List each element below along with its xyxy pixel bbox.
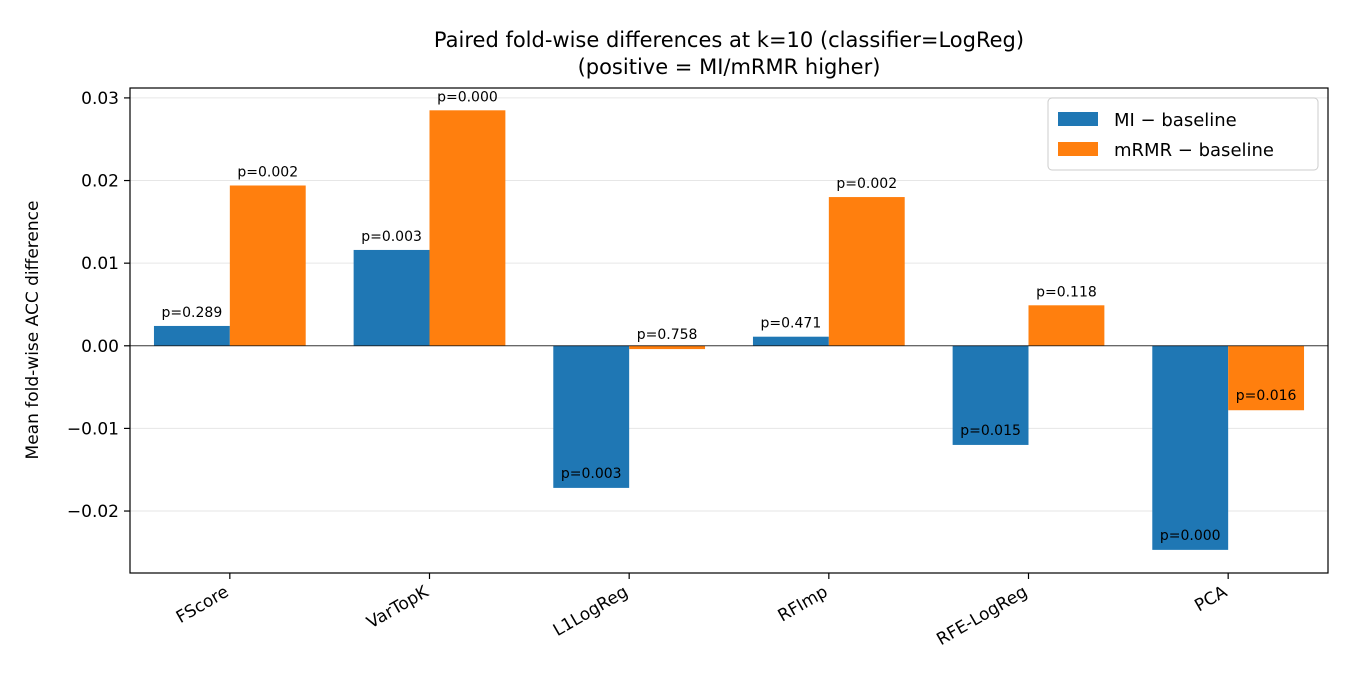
bar — [1228, 345, 1305, 411]
bar — [1028, 305, 1105, 346]
y-tick-label: −0.02 — [67, 502, 119, 522]
y-tick-label: 0.02 — [81, 172, 119, 192]
bar — [752, 336, 829, 346]
y-tick-label: −0.01 — [67, 419, 119, 439]
x-tick-label: VarTopK — [363, 582, 432, 634]
p-value-label: p=0.002 — [237, 164, 298, 180]
p-value-label: p=0.471 — [761, 316, 822, 332]
bar — [828, 197, 905, 346]
bar — [952, 345, 1029, 445]
y-tick-label: 0.00 — [81, 337, 119, 357]
bar — [429, 110, 506, 346]
y-axis-label: Mean fold-wise ACC difference — [23, 201, 43, 460]
bar — [353, 249, 430, 346]
p-value-label: p=0.118 — [1036, 284, 1097, 300]
p-value-label: p=0.003 — [561, 466, 622, 482]
axes-frame — [129, 87, 1329, 574]
bar — [1152, 345, 1229, 550]
bar — [629, 345, 706, 350]
chart-title-line1: Paired fold-wise differences at k=10 (cl… — [434, 28, 1024, 52]
legend-swatch — [1058, 142, 1098, 156]
legend-box — [1047, 97, 1319, 171]
bar — [229, 185, 306, 346]
bar — [553, 345, 630, 488]
p-value-label: p=0.000 — [437, 89, 498, 105]
p-value-label: p=0.016 — [1236, 388, 1297, 404]
p-value-label: p=0.289 — [162, 305, 223, 321]
legend-swatch — [1058, 112, 1098, 126]
chart-title-line2: (positive = MI/mRMR higher) — [578, 55, 881, 79]
x-tick-label: RFImp — [775, 582, 832, 626]
x-tick-label: RFE-LogReg — [933, 582, 1031, 650]
legend-label: mRMR − baseline — [1114, 140, 1274, 161]
p-value-label: p=0.758 — [637, 327, 698, 343]
y-tick-label: 0.03 — [81, 89, 119, 109]
p-value-label: p=0.015 — [960, 423, 1021, 439]
x-tick-label: L1LogReg — [550, 582, 632, 641]
plot-area: p=0.289 p=0.002 p=0.003 p=0.000 p=0.003 p=0.7… — [67, 87, 1329, 650]
p-value-label: p=0.002 — [836, 176, 897, 192]
x-tick-label: FScore — [173, 582, 232, 628]
p-value-label: p=0.000 — [1160, 528, 1221, 544]
p-value-label: p=0.003 — [361, 229, 422, 245]
y-tick-label: 0.01 — [81, 254, 119, 274]
x-tick-label: PCA — [1191, 582, 1231, 616]
bar — [153, 325, 230, 346]
legend-label: MI − baseline — [1114, 110, 1237, 131]
